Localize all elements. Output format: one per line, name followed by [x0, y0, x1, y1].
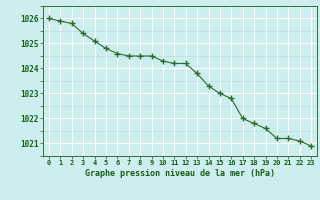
X-axis label: Graphe pression niveau de la mer (hPa): Graphe pression niveau de la mer (hPa)	[85, 169, 275, 178]
